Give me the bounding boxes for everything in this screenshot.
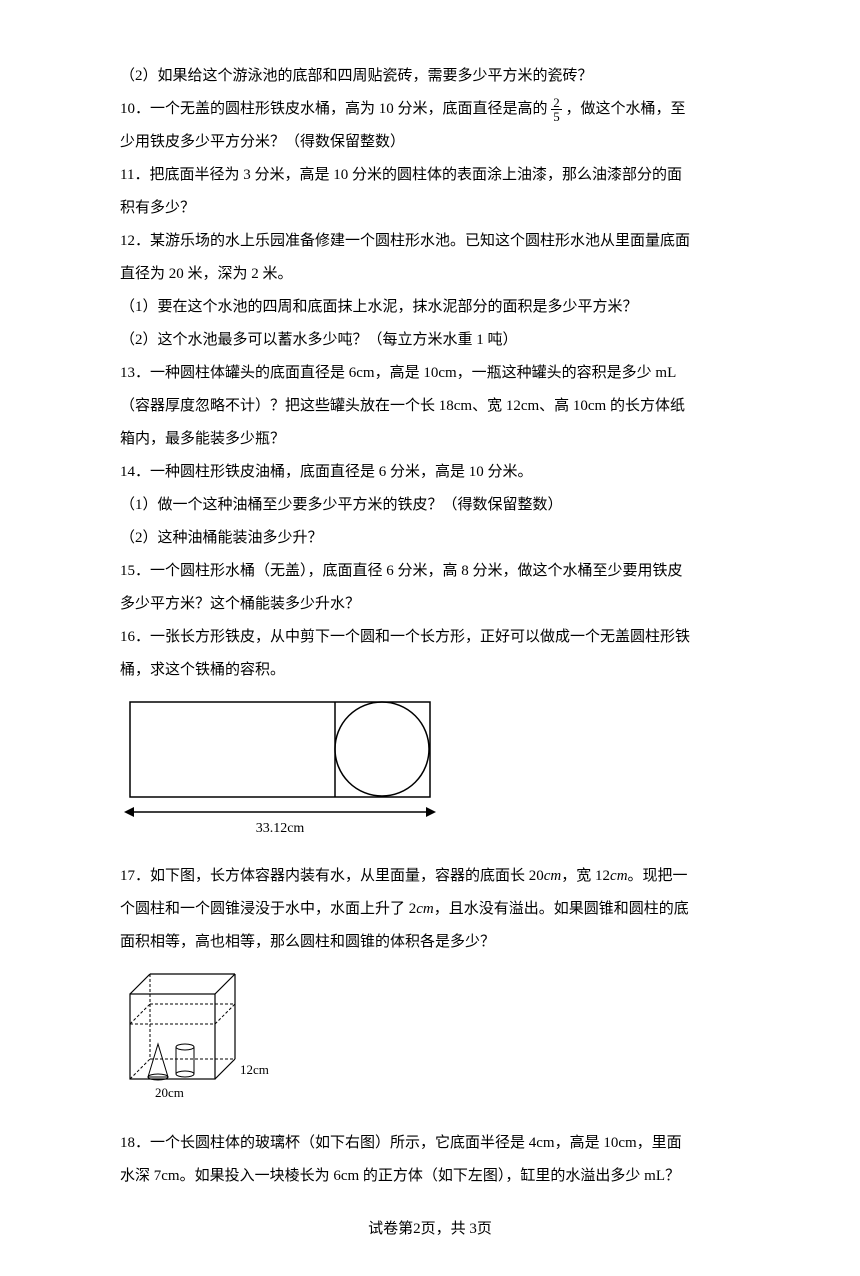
q17-line2: 个圆柱和一个圆锥浸没于水中，水面上升了 2cm，且水没有溢出。如果圆锥和圆柱的底 bbox=[120, 893, 740, 926]
q14: 14．一种圆柱形铁皮油桶，底面直径是 6 分米，高是 10 分米。 bbox=[120, 456, 740, 489]
q15: 15．一个圆柱形水桶（无盖），底面直径 6 分米，高 8 分米，做这个水桶至少要… bbox=[120, 555, 740, 588]
diagram-17: 12cm 20cm bbox=[120, 969, 740, 1117]
q17-line2-unit: cm bbox=[416, 901, 434, 917]
measurement-label: 33.12cm bbox=[256, 821, 305, 836]
q12-line2: 直径为 20 米，深为 2 米。 bbox=[120, 258, 740, 291]
label-12cm: 12cm bbox=[240, 1062, 269, 1077]
q17-part2: ，宽 12 bbox=[561, 868, 610, 884]
q17-part3: 。现把一 bbox=[628, 868, 688, 884]
q17-part1: 17．如下图，长方体容器内装有水，从里面量，容器的底面长 20 bbox=[120, 868, 544, 884]
q12: 12．某游乐场的水上乐园准备修建一个圆柱形水池。已知这个圆柱形水池从里面量底面 bbox=[120, 225, 740, 258]
page-footer: 试卷第2页，共 3页 bbox=[120, 1213, 740, 1246]
q9-2: （2）如果给这个游泳池的底部和四周贴瓷砖，需要多少平方米的瓷砖？ bbox=[120, 60, 740, 93]
diagram-16: 33.12cm bbox=[120, 697, 740, 850]
label-20cm: 20cm bbox=[155, 1085, 184, 1100]
q16-line2: 桶，求这个铁桶的容积。 bbox=[120, 654, 740, 687]
q12-2: （2）这个水池最多可以蓄水多少吨？（每立方米水重 1 吨） bbox=[120, 324, 740, 357]
q17-line2-part1: 个圆柱和一个圆锥浸没于水中，水面上升了 2 bbox=[120, 901, 416, 917]
q18-line2: 水深 7cm。如果投入一块棱长为 6cm 的正方体（如下左图），缸里的水溢出多少… bbox=[120, 1160, 740, 1193]
q10-line2: 少用铁皮多少平方分米？（得数保留整数） bbox=[120, 126, 740, 159]
q17-line2-part2: ，且水没有溢出。如果圆锥和圆柱的底 bbox=[434, 901, 689, 917]
q17-unit1: cm bbox=[544, 868, 562, 884]
q13-line3: 箱内，最多能装多少瓶？ bbox=[120, 423, 740, 456]
rect-circle-diagram: 33.12cm bbox=[120, 697, 440, 837]
box-diagram: 12cm 20cm bbox=[120, 969, 280, 1104]
q18: 18．一个长圆柱体的玻璃杯（如下右图）所示，它底面半径是 4cm，高是 10cm… bbox=[120, 1127, 740, 1160]
q16: 16．一张长方形铁皮，从中剪下一个圆和一个长方形，正好可以做成一个无盖圆柱形铁 bbox=[120, 621, 740, 654]
q10-part1: 10．一个无盖的圆柱形铁皮水桶，高为 10 分米，底面直径是高的 bbox=[120, 101, 548, 117]
q13-line2: （容器厚度忽略不计）？把这些罐头放在一个长 18cm、宽 12cm、高 10cm… bbox=[120, 390, 740, 423]
q17-unit2: cm bbox=[610, 868, 628, 884]
q12-1: （1）要在这个水池的四周和底面抹上水泥，抹水泥部分的面积是多少平方米？ bbox=[120, 291, 740, 324]
q11: 11．把底面半径为 3 分米，高是 10 分米的圆柱体的表面涂上油漆，那么油漆部… bbox=[120, 159, 740, 192]
q13: 13．一种圆柱体罐头的底面直径是 6cm，高是 10cm，一瓶这种罐头的容积是多… bbox=[120, 357, 740, 390]
q10: 10．一个无盖的圆柱形铁皮水桶，高为 10 分米，底面直径是高的 2 5 ，做这… bbox=[120, 93, 740, 126]
q17-line3: 面积相等，高也相等，那么圆柱和圆锥的体积各是多少？ bbox=[120, 926, 740, 959]
frac-den: 5 bbox=[551, 110, 562, 123]
q17: 17．如下图，长方体容器内装有水，从里面量，容器的底面长 20cm，宽 12cm… bbox=[120, 860, 740, 893]
fraction-2-5: 2 5 bbox=[551, 96, 562, 123]
q14-1: （1）做一个这种油桶至少要多少平方米的铁皮？（得数保留整数） bbox=[120, 489, 740, 522]
q11-line2: 积有多少？ bbox=[120, 192, 740, 225]
frac-num: 2 bbox=[551, 96, 562, 110]
q15-line2: 多少平方米？这个桶能装多少升水？ bbox=[120, 588, 740, 621]
q14-2: （2）这种油桶能装油多少升？ bbox=[120, 522, 740, 555]
q10-part2: ，做这个水桶，至 bbox=[566, 101, 686, 117]
